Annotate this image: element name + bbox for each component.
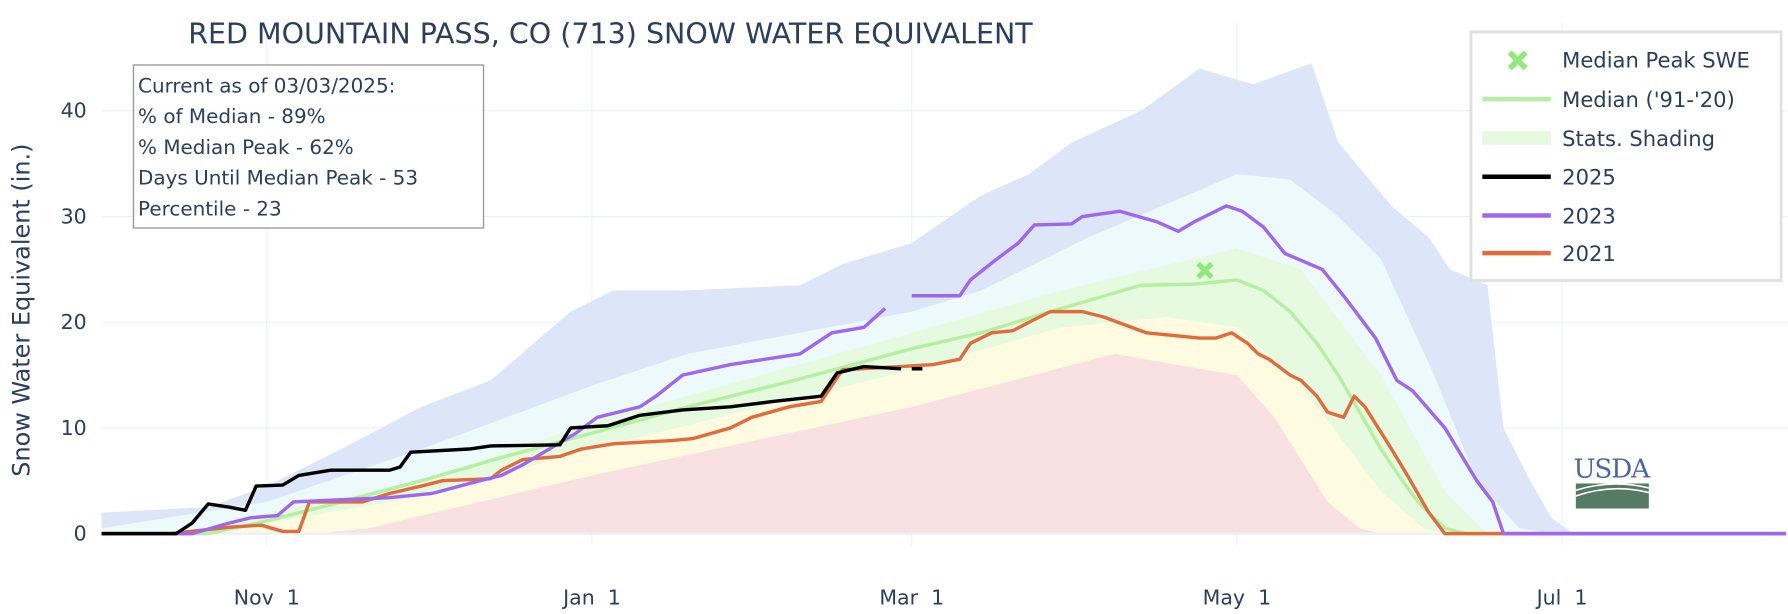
y-tick-label: 30 — [61, 204, 87, 228]
annotation-line: Percentile - 23 — [138, 196, 282, 220]
legend-item-median-peak[interactable]: Median Peak SWE — [1507, 47, 1750, 72]
y-tick-label: 40 — [61, 99, 87, 123]
chart-title: RED MOUNTAIN PASS, CO (713) SNOW WATER E… — [188, 17, 1033, 50]
legend-item-2023[interactable]: 2023 — [1482, 203, 1616, 228]
x-tick-label: May 1 — [1203, 585, 1272, 609]
x-tick-label: Jan 1 — [561, 585, 621, 609]
legend-label: 2023 — [1562, 203, 1616, 228]
legend-label: 2025 — [1562, 165, 1616, 190]
series-line-2023 — [101, 204, 1786, 536]
legend-label: Median ('91-'20) — [1562, 87, 1735, 112]
median-peak-point — [1196, 261, 1214, 280]
series-line-2025 — [101, 364, 923, 536]
legend-label: 2021 — [1562, 241, 1616, 266]
x-tick-label: Jul 1 — [1535, 585, 1588, 609]
y-tick-label: 10 — [61, 416, 87, 440]
legend-label: Median Peak SWE — [1562, 47, 1750, 72]
y-tick-label: 20 — [61, 310, 87, 334]
status-annotation: Current as of 03/03/2025: % of Median - … — [132, 64, 485, 229]
x-tick-label: Nov 1 — [234, 585, 300, 609]
median-peak-marker — [1196, 261, 1214, 280]
legend-label: Stats. Shading — [1562, 126, 1715, 151]
series-lines — [101, 204, 1786, 536]
y-axis-label: Snow Water Equivalent (in.) — [8, 144, 36, 477]
annotation-line: % Median Peak - 62% — [138, 135, 354, 159]
series-line-2021 — [101, 309, 1786, 536]
annotation-line: Days Until Median Peak - 53 — [138, 166, 418, 190]
y-axis-ticks: 0 10 20 30 40 — [61, 99, 87, 546]
legend-item-stats-shading[interactable]: Stats. Shading — [1482, 126, 1715, 151]
usda-logo-text: USDA — [1573, 455, 1651, 485]
y-tick-label: 0 — [74, 521, 87, 545]
x-axis-ticks: Nov 1 Jan 1 Mar 1 May 1 Jul 1 — [234, 585, 1588, 609]
x-marker-icon — [1507, 50, 1528, 71]
usda-logo-stripes — [1575, 483, 1650, 497]
annotation-line: % of Median - 89% — [138, 104, 326, 128]
legend-box — [1469, 30, 1783, 282]
x-tick-label: Mar 1 — [879, 585, 944, 609]
usda-logo: USDA — [1573, 455, 1652, 509]
legend: Median Peak SWE Median ('91-'20) Stats. … — [1469, 30, 1783, 282]
legend-item-2025[interactable]: 2025 — [1482, 165, 1616, 190]
band-p10 — [101, 353, 1786, 534]
series-line-median-91-20- — [101, 278, 1786, 536]
legend-item-median[interactable]: Median ('91-'20) — [1482, 87, 1735, 112]
annotation-line: Current as of 03/03/2025: — [138, 73, 395, 97]
annotation-box — [132, 64, 485, 229]
legend-item-2021[interactable]: 2021 — [1482, 241, 1616, 266]
legend-swatch — [1482, 131, 1551, 145]
